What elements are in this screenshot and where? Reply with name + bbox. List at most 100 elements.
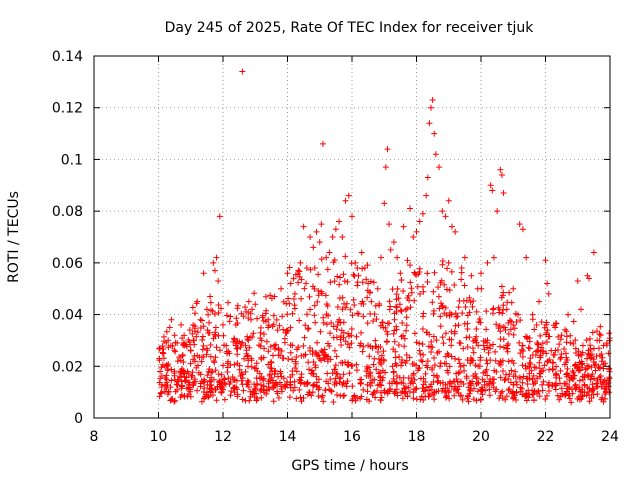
data-point [527,355,534,362]
data-point [509,389,516,396]
data-point [284,270,291,277]
data-point [373,366,380,373]
data-point [384,338,391,345]
data-point [365,342,372,349]
data-point [210,376,217,383]
data-point [452,228,459,235]
data-point [442,394,449,401]
data-point [177,357,184,364]
data-point [176,354,183,361]
data-point [579,342,586,349]
data-point [242,397,249,404]
data-point [232,342,239,349]
data-point [411,386,418,393]
data-point [459,310,466,317]
data-point [484,339,491,346]
data-point [483,308,490,315]
data-point [319,140,326,147]
data-point [537,373,544,380]
data-point [270,384,277,391]
data-point [212,329,219,336]
data-point [174,339,181,346]
data-point [444,350,451,357]
data-point [534,375,541,382]
y-tick-label: 0.1 [61,152,83,168]
data-point [172,388,179,395]
data-point [583,355,590,362]
data-point [163,386,170,393]
data-point [522,392,529,399]
data-point [332,362,339,369]
data-point [345,192,352,199]
data-point [238,340,245,347]
data-point [249,333,256,340]
data-point [377,389,384,396]
data-point [537,332,544,339]
data-point [470,396,477,403]
data-point [239,68,246,75]
data-point [505,376,512,383]
data-point [403,314,410,321]
data-point [519,353,526,360]
data-point [531,326,538,333]
data-point [322,352,329,359]
data-point [311,312,318,319]
data-point [324,340,331,347]
data-point [331,379,338,386]
data-point [470,385,477,392]
data-point [230,376,237,383]
data-point [554,392,561,399]
data-point [364,388,371,395]
data-point [508,367,515,374]
data-point [363,276,370,283]
data-point [507,326,514,333]
data-point [403,351,410,358]
data-point [198,317,205,324]
x-tick-label: 22 [537,429,555,445]
data-point [364,320,371,327]
data-point [182,377,189,384]
data-point [458,276,465,283]
data-point [287,374,294,381]
data-point [207,342,214,349]
data-point [441,310,448,317]
data-point [558,385,565,392]
data-point [160,355,167,362]
data-point [310,244,317,251]
data-point [413,228,420,235]
data-point [546,333,553,340]
data-point [419,341,426,348]
data-point [398,362,405,369]
data-point [477,357,484,364]
data-point [378,352,385,359]
data-point [545,379,552,386]
data-point [306,293,313,300]
data-point [518,346,525,353]
data-point [347,306,354,313]
data-point [270,352,277,359]
data-point [387,246,394,253]
data-point [459,396,466,403]
data-point [541,362,548,369]
data-point [444,265,451,272]
data-point [394,392,401,399]
data-point [379,319,386,326]
data-point [473,381,480,388]
data-point [442,304,449,311]
data-point [558,332,565,339]
data-point [359,279,366,286]
data-point [359,265,366,272]
data-point [557,355,564,362]
data-point [505,387,512,394]
data-point [251,364,258,371]
data-point [260,383,267,390]
data-point [213,397,220,404]
data-point [318,221,325,228]
data-point [446,363,453,370]
data-point [268,359,275,366]
data-point [419,210,426,217]
data-point [336,281,343,288]
data-point [187,341,194,348]
data-point [457,379,464,386]
data-point [448,223,455,230]
